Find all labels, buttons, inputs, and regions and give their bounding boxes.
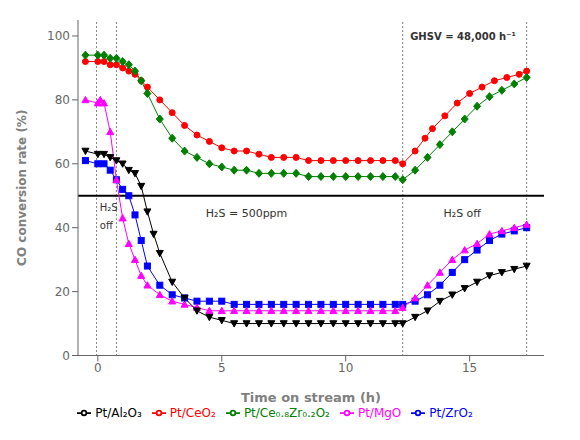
svg-text:15: 15 — [462, 361, 477, 375]
html-text:Pt/ZrO₂: Pt/ZrO₂ — [429, 405, 473, 420]
svg-text:off: off — [100, 220, 114, 231]
svg-text:Time on stream (h): Time on stream (h) — [241, 390, 381, 405]
svg-text:5: 5 — [218, 361, 226, 375]
svg-text:GHSV = 48,000 h⁻¹: GHSV = 48,000 h⁻¹ — [410, 31, 516, 42]
svg-text:10: 10 — [338, 361, 353, 375]
svg-text:80: 80 — [55, 93, 70, 107]
svg-text:H₂S: H₂S — [100, 202, 118, 213]
svg-text:H₂S off: H₂S off — [443, 207, 481, 220]
svg-text:H₂S = 500ppm: H₂S = 500ppm — [206, 207, 288, 220]
svg-text:CO conversion rate (%): CO conversion rate (%) — [15, 110, 29, 266]
html-text:Pt/CeO₂: Pt/CeO₂ — [169, 405, 216, 420]
svg-text:0: 0 — [94, 361, 102, 375]
svg-text:100: 100 — [47, 29, 70, 43]
svg-text:0: 0 — [62, 349, 70, 363]
svg-text:20: 20 — [55, 285, 70, 299]
svg-text:60: 60 — [55, 157, 70, 171]
html-text:Pt/Ce₀.₈Zr₀.₂O₂: Pt/Ce₀.₈Zr₀.₂O₂ — [243, 405, 330, 420]
html-text:Pt/Al₂O₃: Pt/Al₂O₃ — [95, 405, 142, 420]
html-text:Pt/MgO: Pt/MgO — [357, 405, 402, 420]
svg-text:40: 40 — [55, 221, 70, 235]
